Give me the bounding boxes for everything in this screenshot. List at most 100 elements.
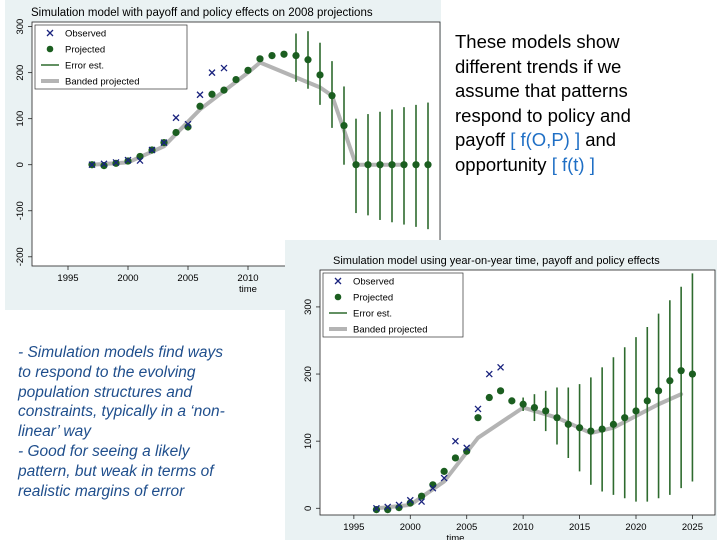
projected-point bbox=[376, 161, 384, 169]
projected-point bbox=[364, 161, 372, 169]
y-tick-label: -200 bbox=[15, 247, 26, 266]
projected-point bbox=[196, 102, 204, 110]
projected-point bbox=[451, 454, 460, 462]
projected-point bbox=[519, 400, 527, 408]
observed-marker bbox=[384, 503, 392, 511]
observed-marker bbox=[485, 370, 493, 378]
projected-point bbox=[666, 377, 674, 385]
projected-point bbox=[304, 56, 312, 64]
x-tick-label: 2000 bbox=[400, 522, 421, 533]
legend-box bbox=[322, 272, 464, 338]
projected-point bbox=[172, 128, 180, 137]
projected-point bbox=[400, 161, 408, 169]
legend-label: Observed bbox=[65, 29, 106, 40]
observed-marker bbox=[220, 64, 228, 72]
projected-point bbox=[244, 66, 252, 74]
x-tick-label: 2000 bbox=[117, 273, 138, 284]
y-tick-label: 0 bbox=[303, 506, 314, 511]
projected-point bbox=[564, 420, 572, 428]
observed-marker bbox=[124, 156, 132, 164]
projected-point bbox=[598, 425, 606, 433]
projected-point bbox=[417, 492, 426, 500]
chart-title: Simulation model with payoff and policy … bbox=[31, 7, 373, 19]
note-policy-trends: These models show different trends if we… bbox=[455, 30, 715, 177]
observed-marker bbox=[208, 69, 216, 77]
projected-point bbox=[440, 467, 448, 475]
note-top-text: opportunity bbox=[455, 153, 552, 175]
note-bottom-line: - Good for seeing a likely bbox=[18, 442, 190, 460]
projected-point bbox=[124, 157, 132, 165]
projected-point bbox=[688, 370, 697, 378]
projected-point bbox=[280, 50, 288, 58]
y-tick-label: 200 bbox=[15, 65, 26, 81]
x-tick-label: 2025 bbox=[682, 522, 703, 533]
observed-marker bbox=[148, 146, 156, 154]
projected-point bbox=[100, 162, 108, 170]
legend-label: Banded projected bbox=[353, 325, 427, 336]
projected-point bbox=[485, 393, 493, 402]
projected-point bbox=[530, 404, 539, 412]
y-tick-label: 100 bbox=[15, 111, 26, 127]
legend-projected-symbol bbox=[46, 45, 54, 53]
note-bottom-line: - Simulation models find ways bbox=[18, 344, 224, 361]
chart-svg: Simulation model using year-on-year time… bbox=[285, 240, 717, 544]
projected-point bbox=[474, 414, 482, 422]
note-top-text: and bbox=[580, 129, 617, 150]
x-tick-label: 2015 bbox=[569, 522, 590, 533]
projected-point bbox=[553, 414, 561, 422]
projected-point bbox=[372, 506, 381, 514]
note-top-line: These models show bbox=[455, 31, 620, 52]
legend-observed-symbol bbox=[46, 29, 54, 37]
observed-marker bbox=[112, 158, 120, 166]
observed-marker bbox=[136, 157, 144, 165]
y-tick-label: -100 bbox=[15, 201, 26, 220]
note-bottom-line: pattern, but weak in terms of bbox=[18, 462, 214, 480]
observed-marker bbox=[440, 474, 448, 482]
legend-label: Error est. bbox=[353, 309, 392, 320]
legend-projected-symbol bbox=[334, 293, 342, 301]
observed-marker bbox=[88, 161, 96, 169]
projected-point bbox=[412, 161, 420, 169]
x-tick-label: 2005 bbox=[456, 522, 477, 533]
projected-point bbox=[542, 407, 550, 415]
projected-point bbox=[654, 387, 663, 395]
observed-marker bbox=[100, 160, 108, 168]
projected-point bbox=[232, 75, 240, 84]
projected-point bbox=[292, 52, 300, 60]
projected-point bbox=[643, 397, 651, 405]
y-tick-label: 0 bbox=[15, 162, 26, 167]
note-top-line: assume that patterns bbox=[455, 80, 628, 101]
y-tick-label: 200 bbox=[303, 366, 314, 382]
note-top-line: respond to policy and bbox=[455, 104, 631, 126]
x-tick-label: 2010 bbox=[237, 273, 258, 284]
projected-point bbox=[677, 367, 685, 375]
chart-svg: Simulation model with payoff and policy … bbox=[5, 0, 441, 310]
projected-point bbox=[340, 121, 348, 130]
projected-point bbox=[496, 387, 505, 395]
projected-point bbox=[220, 86, 228, 94]
observed-marker bbox=[429, 484, 437, 492]
note-top-line: opportunity [ f(t) ] bbox=[455, 153, 715, 178]
legend-label: Banded projected bbox=[65, 77, 139, 88]
observed-marker bbox=[451, 437, 459, 445]
x-axis-label: time bbox=[446, 533, 464, 540]
projected-point bbox=[575, 424, 584, 432]
chart-title: Simulation model using year-on-year time… bbox=[333, 255, 660, 267]
legend-box bbox=[34, 24, 188, 90]
note-top-line: payoff [ f(O,P) ] and bbox=[455, 128, 715, 153]
chart-legend: Observed Projected Error est. Banded projec… bbox=[322, 272, 464, 338]
note-simulation-summary: - Simulation models find ways to respond… bbox=[18, 343, 278, 501]
chart-year-on-year: Simulation model using year-on-year time… bbox=[285, 240, 717, 544]
projected-point bbox=[256, 55, 264, 63]
observed-marker bbox=[406, 496, 414, 504]
y-tick-label: 100 bbox=[303, 433, 314, 449]
chart-legend: Observed Projected Error est. Banded projec… bbox=[34, 24, 188, 90]
projected-point bbox=[268, 52, 276, 60]
note-bottom-line: constraints, typically in a ‘non- bbox=[18, 403, 225, 421]
observed-marker bbox=[474, 405, 482, 413]
legend-label: Projected bbox=[353, 293, 393, 304]
legend-label: Error est. bbox=[65, 61, 104, 72]
observed-marker bbox=[160, 139, 168, 147]
x-tick-label: 1995 bbox=[57, 273, 78, 284]
note-bottom-line: population structures and bbox=[18, 383, 193, 401]
